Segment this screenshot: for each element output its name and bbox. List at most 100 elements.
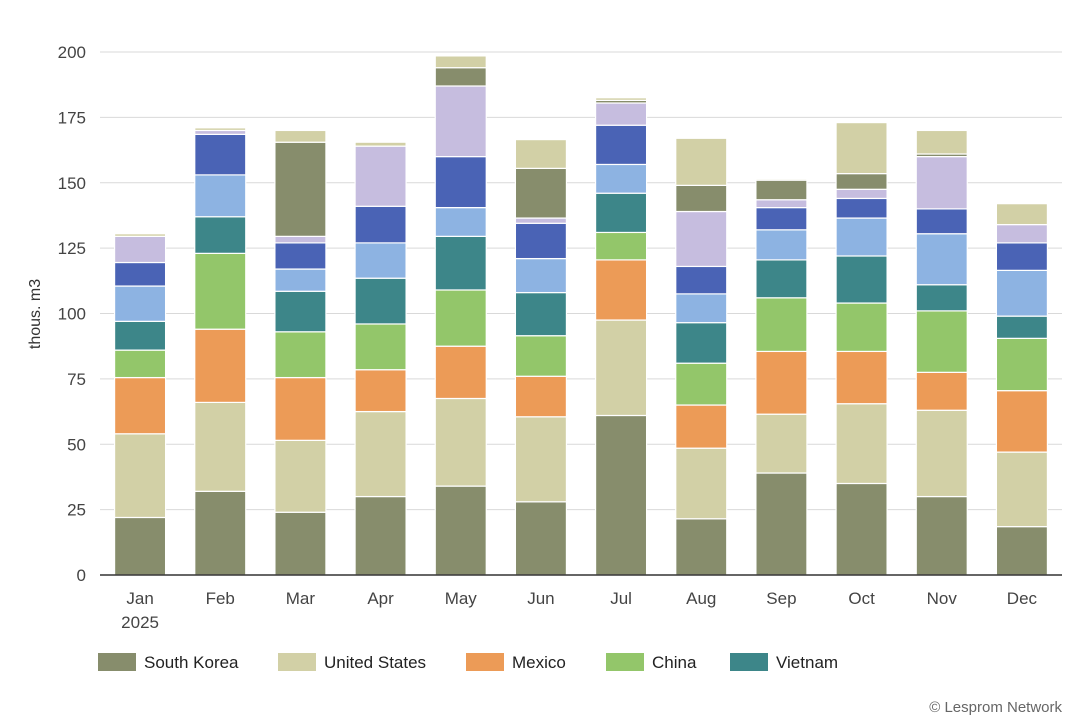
bar-segment: [434, 206, 487, 237]
bar-segment: [274, 235, 327, 244]
bar-segment: [514, 167, 568, 219]
x-tick-label: Feb: [206, 589, 235, 608]
bar-segment: [675, 404, 728, 449]
bar-segment: [113, 285, 167, 322]
bar-segment: [915, 156, 968, 210]
bar-segment: [995, 242, 1049, 271]
bar-segment: [113, 233, 167, 237]
legend-item: South Korea: [98, 653, 239, 672]
bar-segment: [835, 302, 888, 353]
bar-stack-mar: [274, 129, 327, 576]
x-tick-label: Dec: [1007, 589, 1038, 608]
bar-segment: [434, 397, 487, 487]
bar-segment: [675, 265, 728, 295]
bar-segment: [915, 129, 968, 155]
bar-segment: [113, 433, 167, 519]
bar-segment: [113, 261, 167, 287]
bar-segment: [915, 208, 968, 235]
x-axis-tick-labels: Jan 2025 Feb Mar Apr May Jun Jul Aug Sep Oct Nov Dec: [121, 589, 1037, 632]
y-axis-tick-labels: 0 25 50 75 100 125 150 175 200: [58, 43, 86, 585]
legend-swatch: [466, 653, 504, 671]
bar-segment: [594, 124, 648, 166]
bar-segment: [995, 526, 1049, 576]
bar-segment: [594, 319, 648, 417]
bar-segment: [113, 376, 167, 435]
x-tick-label: May: [445, 589, 478, 608]
bar-segment: [675, 184, 728, 213]
bar-segment: [675, 293, 728, 324]
bar-stack-oct: [835, 122, 888, 576]
legend-item: Mexico: [466, 653, 566, 672]
bar-segment: [274, 141, 327, 237]
bar-segment: [434, 235, 487, 291]
bar-segment: [835, 403, 888, 485]
bar-stack-jun: [514, 139, 568, 576]
bar-segment: [995, 203, 1049, 226]
bar-segment: [594, 97, 648, 101]
y-tick-label: 200: [58, 43, 86, 62]
bar-segment: [434, 55, 487, 69]
bar-segment: [755, 206, 808, 231]
bar-segment: [915, 409, 968, 498]
bar-stack-jan: [113, 233, 167, 576]
bar-segment: [835, 217, 888, 257]
bar-segment: [995, 390, 1049, 453]
bar-segment: [514, 291, 568, 337]
bar-segment: [434, 67, 487, 87]
bar-segment: [594, 259, 648, 321]
bar-segment: [354, 495, 407, 576]
bar-segment: [274, 290, 327, 333]
bar-segment: [675, 137, 728, 186]
bar-segment: [995, 337, 1049, 392]
bar-segment: [354, 242, 407, 279]
bars: [113, 55, 1049, 576]
bar-segment: [835, 482, 888, 576]
bar-segment: [594, 414, 648, 576]
bar-segment: [755, 179, 808, 201]
bar-segment: [354, 141, 407, 147]
bar-segment: [354, 369, 407, 413]
bar-segment: [434, 485, 487, 576]
legend-item: United States: [278, 653, 426, 672]
x-tick-sublabel: 2025: [121, 613, 159, 632]
x-tick-label: Jan: [126, 589, 153, 608]
x-tick-label: Oct: [848, 589, 875, 608]
bar-segment: [995, 269, 1049, 317]
x-tick-label: Jun: [527, 589, 554, 608]
bar-segment: [675, 447, 728, 520]
bar-segment: [755, 297, 808, 353]
x-tick-label: Aug: [686, 589, 716, 608]
bar-segment: [755, 229, 808, 261]
bar-segment: [915, 310, 968, 373]
x-tick-label: Mar: [286, 589, 316, 608]
bar-segment: [274, 331, 327, 379]
y-tick-label: 75: [67, 370, 86, 389]
bar-segment: [354, 323, 407, 371]
bar-segment: [835, 122, 888, 175]
bar-segment: [755, 350, 808, 415]
bar-segment: [675, 518, 728, 576]
bar-segment: [194, 216, 247, 254]
legend-label: China: [652, 653, 697, 672]
bar-segment: [995, 223, 1049, 244]
bar-segment: [354, 410, 407, 498]
bar-segment: [835, 197, 888, 219]
bar-stack-dec: [995, 203, 1049, 576]
bar-segment: [594, 231, 648, 261]
bar-segment: [835, 255, 888, 304]
bar-segment: [274, 268, 327, 292]
legend-item: China: [606, 653, 697, 672]
bar-segment: [675, 362, 728, 406]
bar-segment: [194, 133, 247, 176]
y-tick-label: 150: [58, 174, 86, 193]
bar-segment: [915, 495, 968, 576]
bar-stack-jul: [594, 97, 648, 576]
bar-segment: [594, 102, 648, 126]
grid-lines: [100, 51, 1062, 511]
bar-segment: [514, 257, 568, 294]
bar-segment: [755, 178, 808, 181]
bar-stack-sep: [755, 178, 808, 576]
bar-segment: [113, 235, 167, 264]
bar-stack-apr: [354, 141, 407, 576]
